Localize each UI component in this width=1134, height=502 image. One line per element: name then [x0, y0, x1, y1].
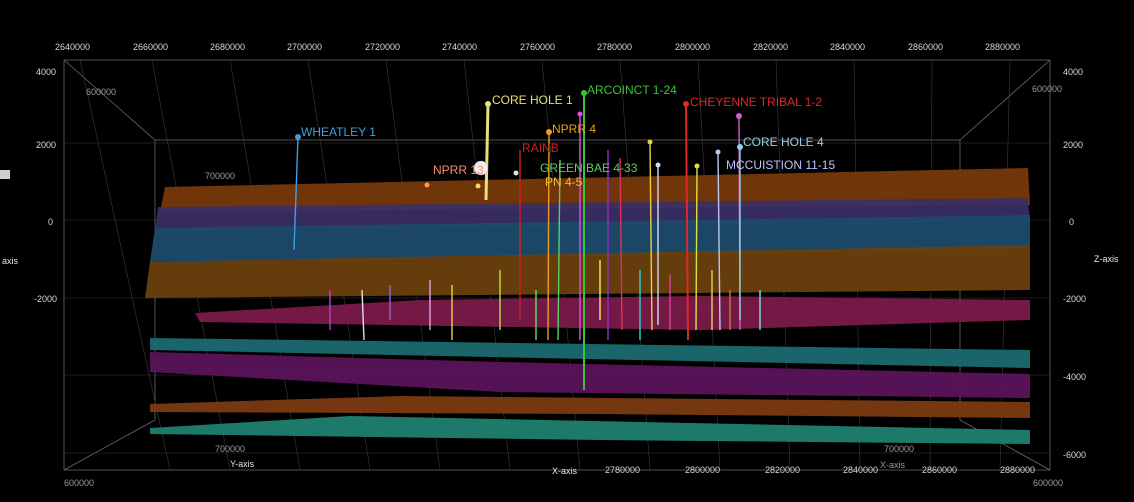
surface-6: [150, 338, 1030, 368]
well-label-green-bae-4-33[interactable]: GREEN BAE 4-33: [540, 161, 638, 175]
top-x-ticks: 2640000 2660000 2680000 2700000 2720000 …: [55, 42, 1020, 52]
top-x-tick: 2660000: [133, 42, 168, 52]
x-axis-label: X-axis: [552, 466, 578, 476]
left-z-tick: 2000: [36, 140, 56, 150]
top-x-tick: 2800000: [675, 42, 710, 52]
surface-7: [150, 352, 1030, 398]
y-tick: 700000: [215, 444, 245, 454]
well-label-core-hole-1[interactable]: CORE HOLE 1: [492, 93, 573, 107]
y-ticks: 600000 700000 600000 600000 700000 70000…: [64, 84, 1063, 488]
bottom-x-tick: 2820000: [765, 465, 800, 475]
bottom-x-tick: 2880000: [1000, 465, 1035, 475]
bottom-x-tick: 2860000: [922, 465, 957, 475]
surface-5: [195, 296, 1030, 330]
top-x-tick: 2740000: [442, 42, 477, 52]
top-x-tick: 2700000: [287, 42, 322, 52]
top-x-tick: 2860000: [908, 42, 943, 52]
well-label-nprr-4[interactable]: NPRR 4: [552, 122, 596, 136]
well-label-nprr-13[interactable]: NPRR 13: [433, 163, 484, 177]
well-label-rainb[interactable]: RAINB: [522, 141, 559, 155]
top-x-tick: 2840000: [830, 42, 865, 52]
surface-8: [150, 396, 1030, 418]
well-label-mccuistion-11-15[interactable]: MCCUISTION 11-15: [726, 158, 835, 172]
top-x-tick: 2880000: [985, 42, 1020, 52]
right-z-tick: 4000: [1063, 67, 1083, 77]
left-z-tick: -2000: [34, 294, 57, 304]
top-x-tick: 2760000: [520, 42, 555, 52]
y-axis-label: Y-axis: [230, 459, 255, 469]
horizon-surfaces: [145, 168, 1030, 444]
top-x-tick: 2720000: [365, 42, 400, 52]
y-tick: 600000: [1032, 84, 1062, 94]
y-tick: 700000: [884, 444, 914, 454]
side-handle[interactable]: [0, 170, 10, 179]
z-axis-label-right: Z-axis: [1094, 254, 1119, 264]
right-z-tick: -4000: [1063, 372, 1086, 382]
surface-9: [150, 416, 1030, 444]
right-z-tick: 0: [1069, 217, 1074, 227]
well-label-arcoinct-1-24[interactable]: ARCOINCT 1-24: [587, 83, 677, 97]
top-x-tick: 2780000: [597, 42, 632, 52]
sphere-marker[interactable]: [473, 160, 489, 176]
y-tick: 600000: [86, 87, 116, 97]
top-x-tick: 2640000: [55, 42, 90, 52]
x-axis-label-small: X-axis: [880, 460, 906, 470]
bottom-x-tick: 2800000: [685, 465, 720, 475]
right-z-tick: 2000: [1063, 140, 1083, 150]
bottom-x-tick: 2840000: [843, 465, 878, 475]
axis-names: X-axis Y-axis Z-axis axis X-axis: [2, 254, 1119, 476]
well-label-wheatley-1[interactable]: WHEATLEY 1: [301, 125, 376, 139]
bottom-x-ticks: 2780000 2800000 2820000 2840000 2860000 …: [605, 465, 1035, 475]
left-z-tick: 0: [48, 217, 53, 227]
top-x-tick: 2820000: [753, 42, 788, 52]
y-tick: 700000: [205, 171, 235, 181]
right-z-ticks: 4000 2000 0 -2000 -4000 -6000: [1063, 67, 1086, 460]
well-label-pn-4-5[interactable]: PN 4-5: [545, 175, 583, 189]
left-z-ticks: 4000 2000 0 -2000: [34, 67, 57, 304]
left-z-tick: 4000: [36, 67, 56, 77]
z-axis-label-left: axis: [2, 256, 19, 266]
right-z-tick: -2000: [1063, 294, 1086, 304]
well-label-core-hole-4[interactable]: CORE HOLE 4: [743, 135, 824, 149]
well-sticks: [293, 90, 761, 390]
bottom-x-tick: 2780000: [605, 465, 640, 475]
y-tick: 600000: [64, 478, 94, 488]
well-labels: WHEATLEY 1 CORE HOLE 1 ARCOINCT 1-24 CHE…: [301, 83, 835, 189]
right-z-tick: -6000: [1063, 450, 1086, 460]
y-tick: 600000: [1033, 478, 1063, 488]
surface-4: [145, 245, 1030, 298]
top-x-tick: 2680000: [210, 42, 245, 52]
well-label-cheyenne-tribal-1-2[interactable]: CHEYENNE TRIBAL 1-2: [690, 95, 822, 109]
